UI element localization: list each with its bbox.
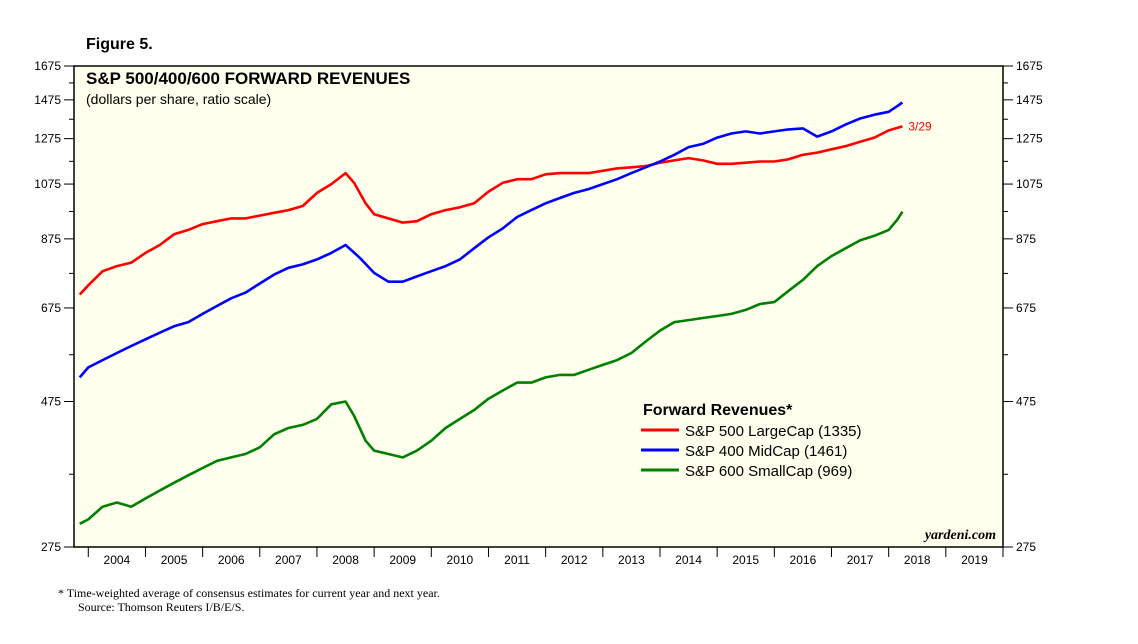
- x-tick-label: 2010: [447, 553, 474, 567]
- x-tick-label: 2012: [561, 553, 588, 567]
- footnote-line-2: Source: Thomson Reuters I/B/E/S.: [78, 600, 245, 614]
- x-tick-label: 2006: [218, 553, 245, 567]
- x-tick-label: 2005: [161, 553, 188, 567]
- legend: Forward Revenues* S&P 500 LargeCap (1335…: [641, 402, 862, 480]
- y-tick-label-right: 275: [1016, 540, 1036, 554]
- y-tick-label-left: 1475: [34, 93, 61, 107]
- x-tick-label: 2007: [275, 553, 302, 567]
- y-tick-label-right: 1475: [1016, 93, 1043, 107]
- chart-title: S&P 500/400/600 FORWARD REVENUES: [86, 69, 410, 88]
- y-tick-label-left: 1075: [34, 177, 61, 191]
- y-tick-label-left: 275: [41, 540, 61, 554]
- y-tick-label-left: 1675: [34, 59, 61, 73]
- y-tick-label-right: 675: [1016, 301, 1036, 315]
- y-tick-label-right: 1275: [1016, 132, 1043, 146]
- x-tick-label: 2011: [504, 553, 530, 567]
- x-tick-label: 2014: [675, 553, 702, 567]
- axis-ticks: 275 275 475 475 675 675 875 875 1075 1075 1275 1275…: [34, 59, 1043, 567]
- y-tick-label-left: 475: [41, 395, 61, 409]
- x-tick-label: 2019: [961, 553, 988, 567]
- figure-label: Figure 5.: [86, 36, 153, 53]
- x-tick-label: 2009: [389, 553, 416, 567]
- y-tick-label-left: 875: [41, 232, 61, 246]
- legend-label-mid-cap: S&P 400 MidCap (1461): [685, 443, 847, 460]
- last-date-annotation: 3/29: [908, 119, 932, 133]
- legend-label-small-cap: S&P 600 SmallCap (969): [685, 463, 852, 480]
- x-tick-label: 2015: [732, 553, 759, 567]
- y-tick-label-right: 1675: [1016, 59, 1043, 73]
- series-large-cap: [78, 125, 903, 296]
- x-tick-label: 2008: [332, 553, 359, 567]
- chart-subtitle: (dollars per share, ratio scale): [86, 91, 271, 107]
- x-tick-label: 2016: [790, 553, 817, 567]
- y-tick-label-right: 1075: [1016, 177, 1043, 191]
- x-tick-label: 2013: [618, 553, 645, 567]
- y-tick-label-right: 875: [1016, 232, 1036, 246]
- y-tick-label-left: 675: [41, 301, 61, 315]
- y-tick-label-left: 1275: [34, 132, 61, 146]
- footnote: * Time-weighted average of consensus est…: [58, 586, 440, 614]
- legend-title: Forward Revenues*: [643, 402, 793, 419]
- legend-label-large-cap: S&P 500 LargeCap (1335): [685, 423, 862, 440]
- x-tick-label: 2018: [904, 553, 931, 567]
- x-tick-label: 2017: [847, 553, 874, 567]
- x-tick-label: 2004: [104, 553, 131, 567]
- watermark: yardeni.com: [923, 528, 996, 543]
- footnote-line-1: * Time-weighted average of consensus est…: [58, 586, 440, 600]
- series-small-cap: [79, 210, 904, 525]
- series-group: [78, 101, 904, 525]
- series-mid-cap: [78, 101, 904, 379]
- y-tick-label-right: 475: [1016, 395, 1036, 409]
